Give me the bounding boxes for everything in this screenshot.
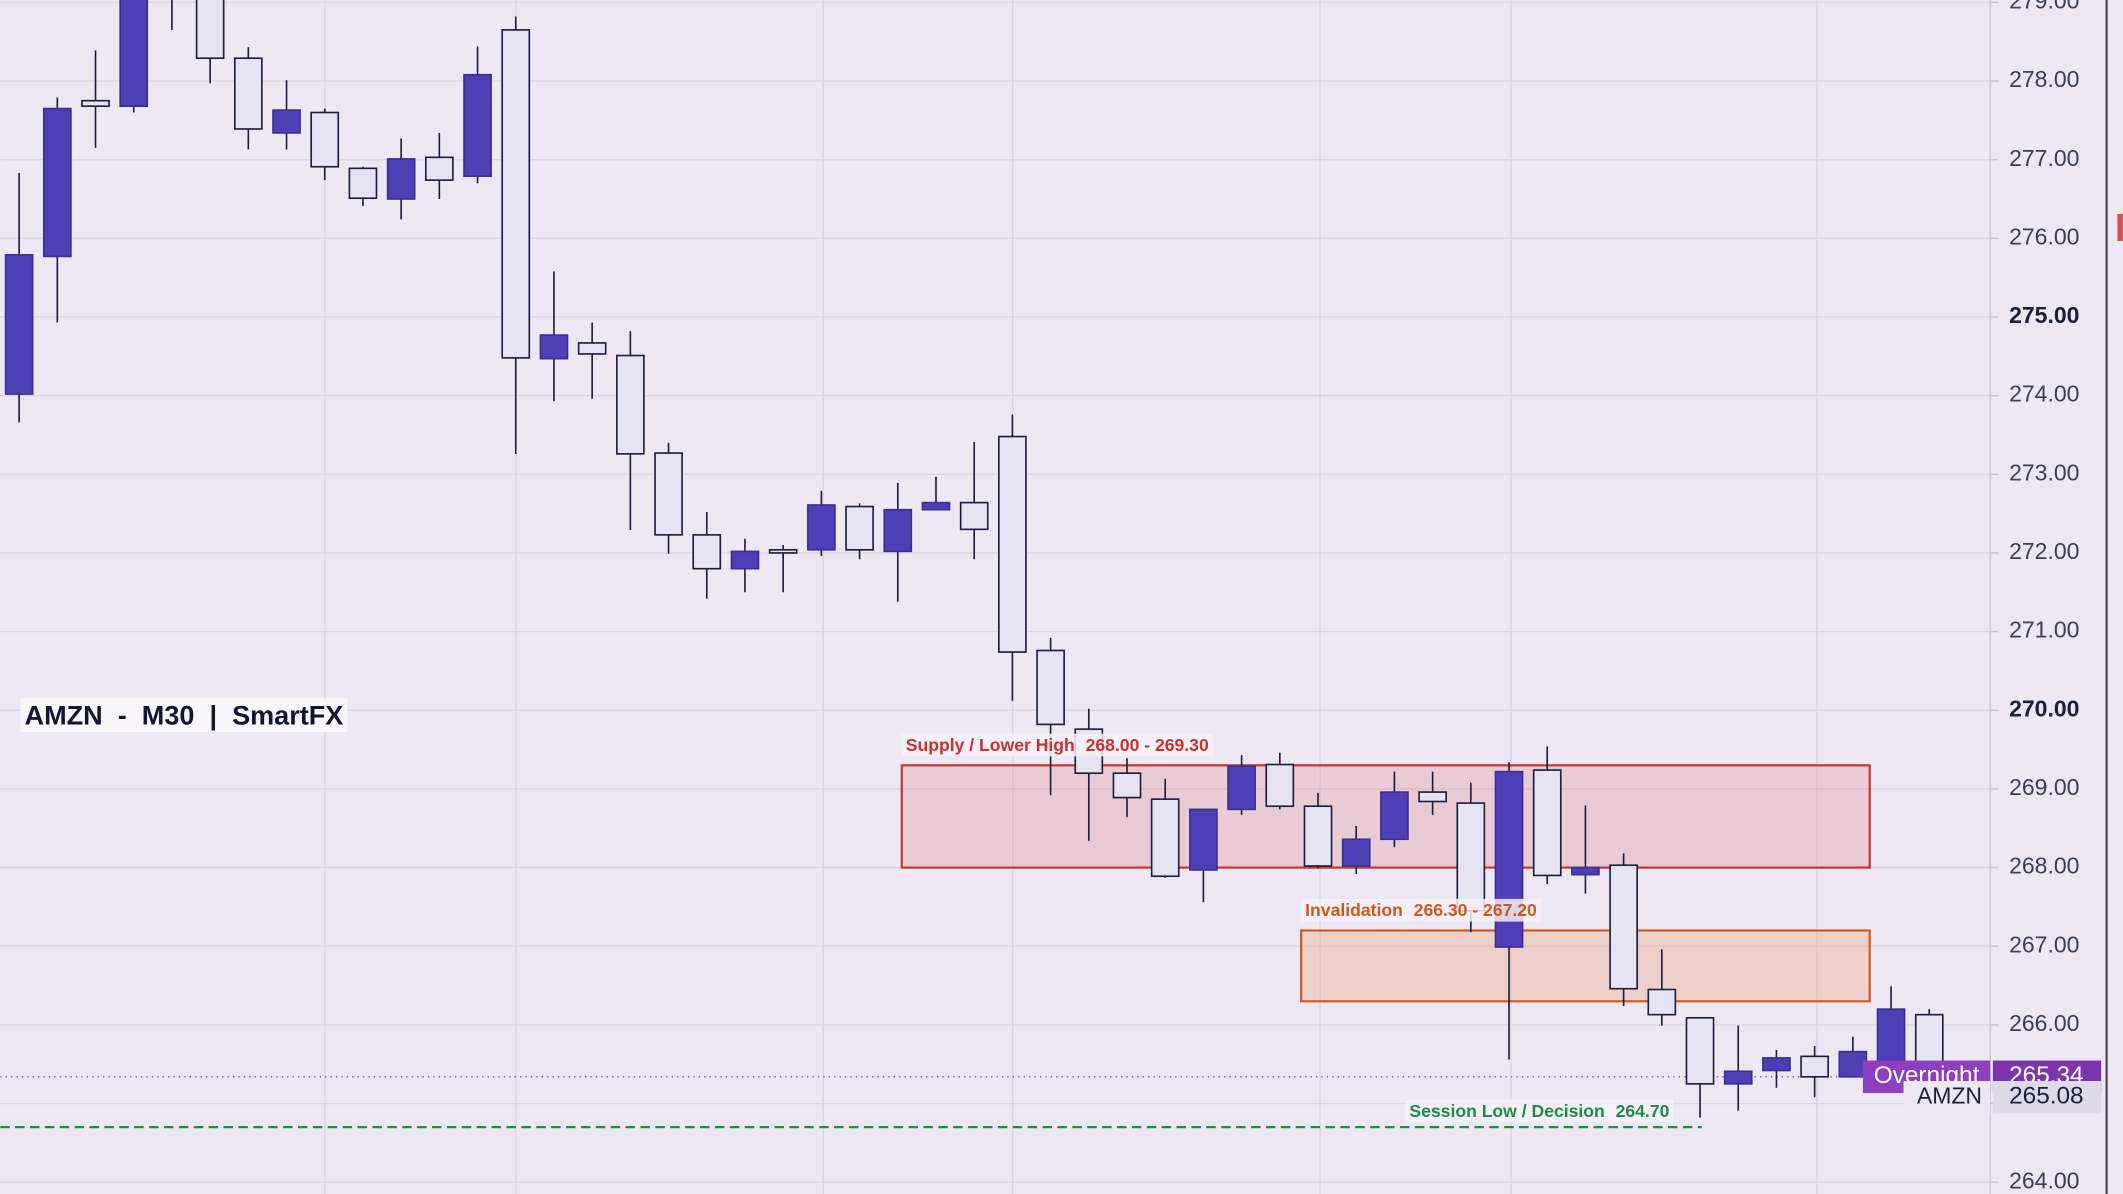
- candle-body-down: [692, 534, 722, 570]
- session-low-label: Session Low / Decision 264.70: [1405, 1099, 1674, 1123]
- candle-body-down: [233, 57, 263, 130]
- candle-body-down: [654, 452, 683, 536]
- candle-body-down: [768, 548, 798, 554]
- candle-body-up: [1838, 1050, 1868, 1078]
- y-tick-label: 278.00: [2009, 66, 2079, 92]
- zone-range: 268.00 - 269.30: [1086, 735, 1209, 755]
- candle-body-down: [998, 435, 1027, 653]
- candle-body-down: [1800, 1055, 1829, 1078]
- candle-body-down: [1150, 798, 1180, 878]
- candle-body-down: [845, 505, 874, 551]
- label-background: [1301, 898, 1542, 922]
- zone-label: Invalidation 266.30 - 267.20: [1301, 898, 1542, 922]
- candle-body-down: [1112, 772, 1142, 799]
- candle-body-up: [1189, 808, 1218, 871]
- candle-body-down: [1532, 769, 1562, 877]
- candle-body-down: [1036, 649, 1065, 726]
- candle-body-up: [386, 158, 416, 200]
- candle-body-up: [539, 334, 569, 360]
- edge-marker: [2117, 213, 2123, 241]
- candle-body-down: [1303, 805, 1333, 867]
- title-group: AMZN - M30 | SmartFX: [20, 698, 348, 732]
- candle-body-up: [463, 73, 492, 178]
- candle-body-down: [959, 501, 989, 531]
- candle-body-up: [119, 0, 149, 107]
- candle-body-up: [1380, 791, 1409, 841]
- session-low-value: 264.70: [1616, 1101, 1670, 1121]
- label-background: [1405, 1099, 1674, 1123]
- candle-body-down: [1456, 802, 1486, 912]
- candle-body-down: [1265, 763, 1295, 808]
- y-tick-label: 275.00: [2009, 302, 2079, 328]
- y-tick-label: 269.00: [2009, 774, 2079, 800]
- tag-background: [1903, 1081, 1991, 1114]
- candle-body-down: [1685, 1016, 1715, 1085]
- candle-body-down: [1914, 1013, 1944, 1065]
- y-tick-label: 264.00: [2009, 1167, 2079, 1193]
- candle-body-down: [424, 156, 454, 181]
- candle-body-down: [1647, 988, 1677, 1016]
- y-tick-label: 267.00: [2009, 931, 2079, 957]
- y-tick-label: 271.00: [2009, 617, 2079, 643]
- label-background: [20, 698, 348, 732]
- tag-background: [1992, 1081, 2102, 1114]
- zone-name: Supply / Lower High: [906, 735, 1075, 755]
- candle-body-up: [1762, 1057, 1791, 1072]
- y-tick-label: 274.00: [2009, 381, 2079, 407]
- candle-body-up: [4, 254, 34, 395]
- candle-body-up: [272, 109, 301, 134]
- y-tick-label: 277.00: [2009, 145, 2079, 171]
- y-tick-label: 272.00: [2009, 538, 2079, 564]
- label-background: [901, 733, 1214, 757]
- candle-body-up: [883, 508, 913, 553]
- candle-body-down: [1418, 791, 1447, 803]
- session-low-name: Session Low / Decision: [1409, 1101, 1604, 1121]
- y-tick-label: 270.00: [2009, 695, 2079, 721]
- y-tick-label: 266.00: [2009, 1010, 2079, 1036]
- zone-label: Supply / Lower High 268.00 - 269.30: [901, 733, 1214, 757]
- candle-body-up: [730, 550, 760, 570]
- candle-body-up: [1723, 1070, 1753, 1085]
- y-tick-label: 279.00: [2009, 0, 2079, 13]
- candle-body-up: [1227, 765, 1256, 811]
- symbol-price-tag: AMZN 265.08: [1903, 1081, 2102, 1114]
- chart-title: AMZN - M30 | SmartFX: [25, 700, 344, 731]
- symbol-price-value: 265.08: [2009, 1083, 2084, 1110]
- symbol-name: AMZN: [1917, 1082, 1982, 1108]
- candle-body-down: [348, 167, 378, 200]
- y-tick-label: 273.00: [2009, 459, 2079, 485]
- candle-body-up: [42, 107, 72, 258]
- candle-body-up: [1341, 838, 1371, 867]
- zone-range: 266.30 - 267.20: [1414, 900, 1537, 920]
- zone-name: Invalidation: [1305, 900, 1403, 920]
- candle-body-up: [1571, 866, 1600, 876]
- zone: [1300, 929, 1871, 1003]
- candle-body-down: [501, 29, 531, 359]
- y-tick-label: 276.00: [2009, 223, 2079, 249]
- candle-body-down: [577, 342, 607, 355]
- candle-body-down: [195, 0, 225, 60]
- candle-body-up: [807, 504, 836, 551]
- candle-body-down: [616, 354, 645, 455]
- candle-body-down: [81, 99, 110, 107]
- candle-body-up: [921, 501, 951, 511]
- candle-body-down: [1609, 864, 1638, 990]
- y-tick-label: 268.00: [2009, 853, 2079, 879]
- candle-body-down: [310, 111, 340, 168]
